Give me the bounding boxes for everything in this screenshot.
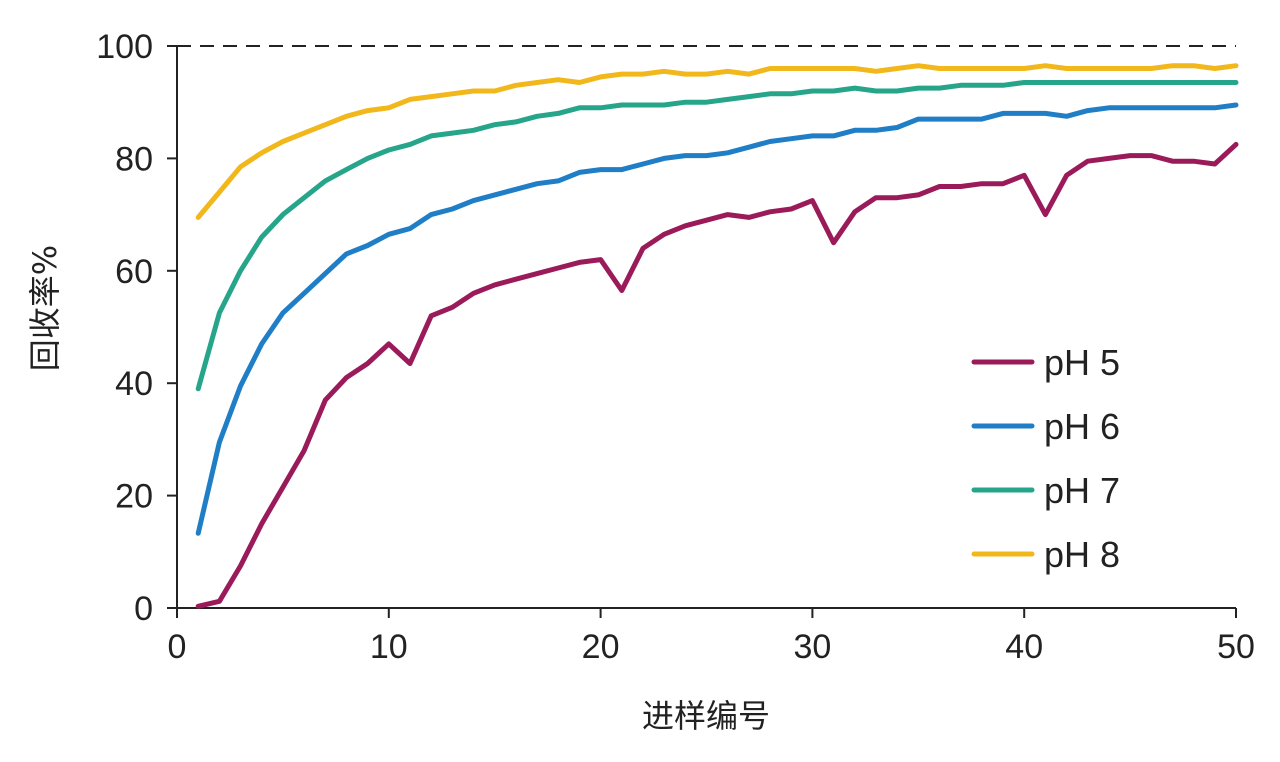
series-line-ph5 [195, 141, 1239, 609]
legend-label-ph6: pH 6 [1044, 406, 1120, 447]
y-tick-label: 0 [134, 590, 153, 628]
y-tick-label: 60 [115, 253, 153, 291]
x-tick-label: 10 [370, 628, 408, 666]
legend: pH 5 pH 6 pH 7 pH 8 [971, 342, 1120, 575]
y-axis-title: 回收率% [26, 245, 64, 371]
legend-label-ph7: pH 7 [1044, 470, 1120, 511]
y-tick-label: 20 [115, 478, 153, 516]
x-tick-label: 40 [1005, 628, 1043, 666]
legend-label-ph5: pH 5 [1044, 342, 1120, 383]
y-tick-label: 40 [115, 365, 153, 403]
x-axis-title: 进样编号 [642, 697, 770, 735]
series-line-ph7 [195, 80, 1239, 392]
x-tick-label: 30 [793, 628, 831, 666]
x-tick-label: 0 [168, 628, 187, 666]
series-line-ph8 [195, 63, 1239, 220]
x-tick-label: 50 [1217, 628, 1255, 666]
y-tick-label: 80 [115, 140, 153, 178]
y-tick-label: 100 [96, 28, 153, 66]
series-lines [195, 63, 1239, 609]
axes: 0 20 40 60 80 100 0 10 20 30 40 50 [96, 28, 1255, 666]
legend-label-ph8: pH 8 [1044, 534, 1120, 575]
x-tick-label: 20 [582, 628, 620, 666]
series-line-ph6 [195, 102, 1239, 536]
